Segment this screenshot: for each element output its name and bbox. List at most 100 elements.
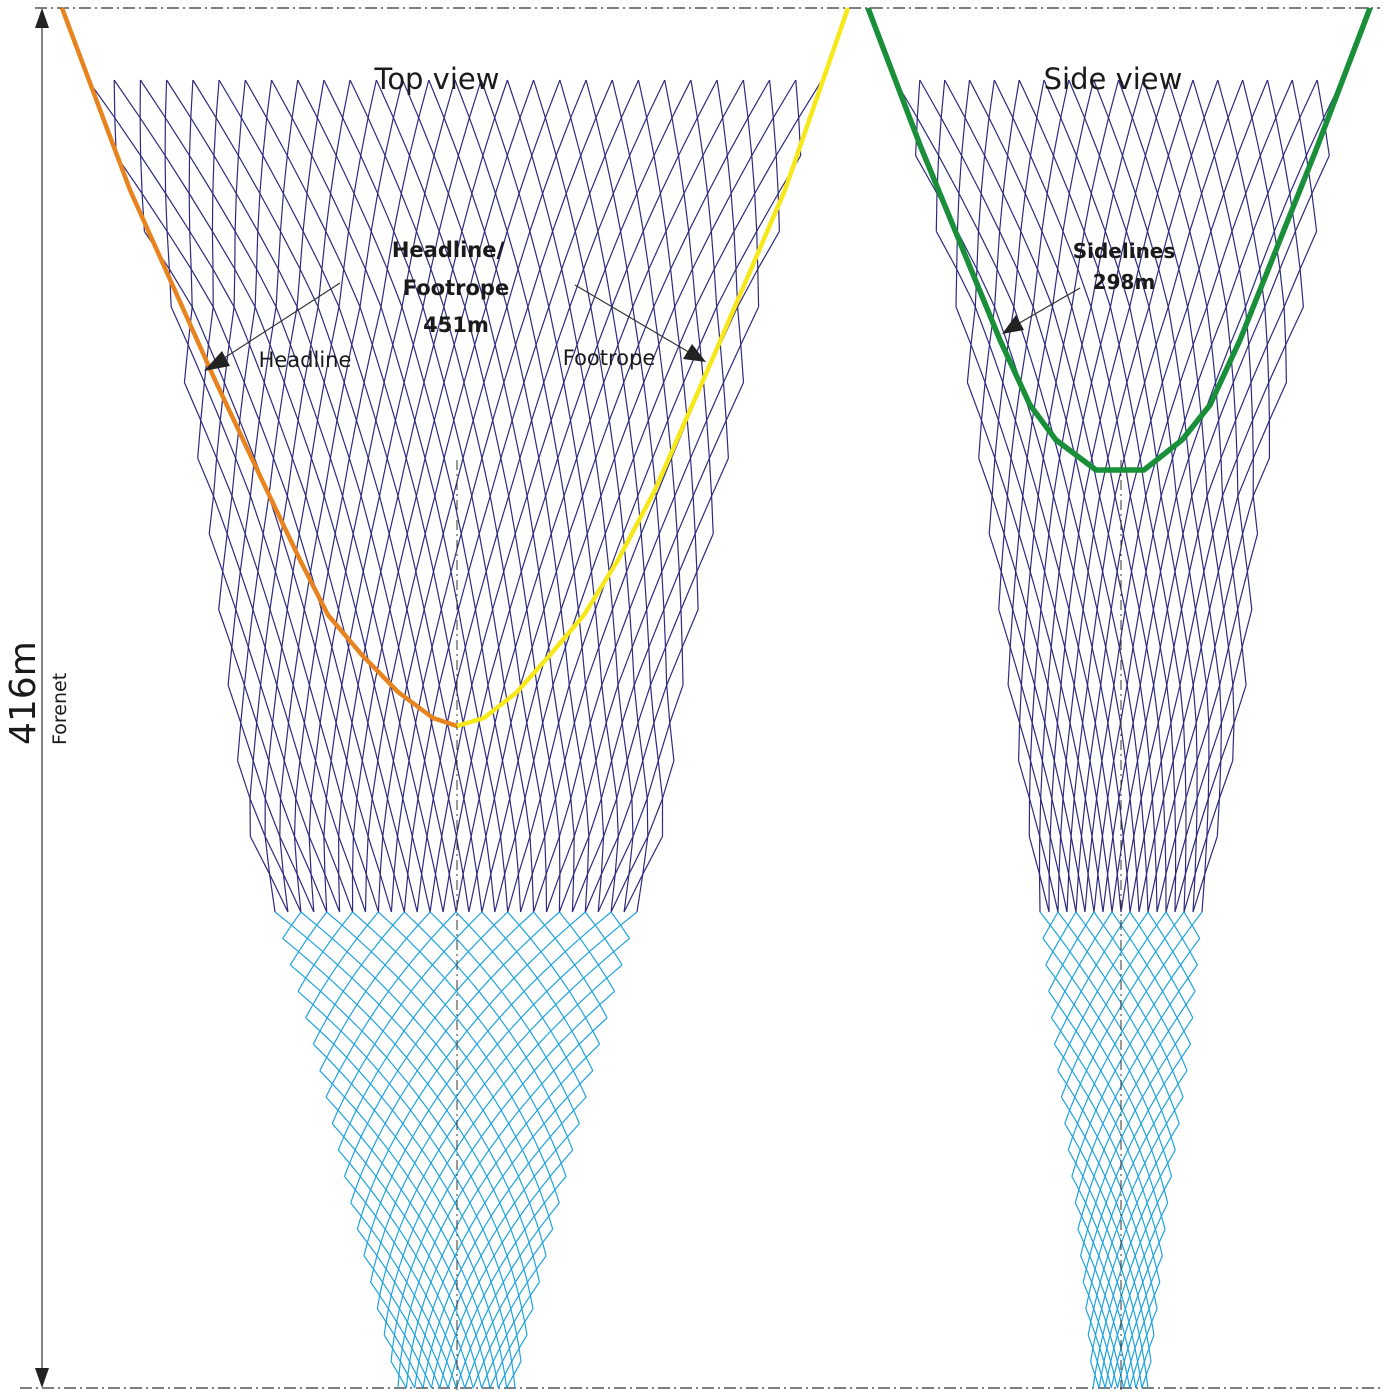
mesh-strand: [520, 231, 780, 913]
mesh-strand: [1165, 609, 1253, 913]
mesh-strand: [1104, 1202, 1169, 1389]
mesh-strand: [978, 79, 1020, 459]
mesh-strand: [430, 1123, 580, 1389]
mesh-strand: [1071, 1176, 1143, 1389]
mesh-strand: [1147, 457, 1270, 913]
mesh-strand: [1116, 1255, 1163, 1389]
mesh-strand: [1080, 1017, 1194, 1256]
mesh-strand: [494, 79, 823, 913]
mesh-strand: [414, 1070, 594, 1389]
mesh-strand: [919, 79, 1149, 913]
forenet-section-label: Forenet: [49, 673, 71, 745]
mesh-strand: [1057, 911, 1149, 1071]
mesh-strand: [218, 79, 483, 913]
mesh-strand: [139, 79, 145, 232]
mesh-strand: [944, 79, 1158, 913]
mesh-strand: [113, 79, 117, 156]
mesh-strand: [363, 911, 612, 1256]
mesh-strand: [1093, 79, 1318, 913]
arrow-icon: [683, 344, 706, 362]
mesh-strand: [170, 306, 379, 913]
mesh-strand: [1135, 1334, 1155, 1389]
mesh-strand: [1042, 911, 1059, 939]
mesh-strand: [1018, 79, 1120, 761]
arrow-up-icon: [35, 8, 49, 28]
mesh-strand: [998, 79, 1070, 610]
mesh-strand: [331, 1123, 483, 1389]
mesh-strand: [429, 79, 692, 913]
mesh-strand: [1111, 155, 1330, 913]
mesh-strand: [468, 79, 771, 913]
mesh-strand: [237, 79, 325, 761]
mesh-strand: [1102, 79, 1343, 913]
mesh-strand: [319, 911, 431, 1071]
mesh-strand: [1192, 836, 1218, 913]
top-view-mesh: [87, 79, 823, 1389]
length-dimension-label: 416m: [3, 641, 44, 745]
mesh-strand: [356, 911, 586, 1230]
mesh-strand: [1084, 79, 1293, 913]
mesh-strand: [197, 79, 220, 459]
mesh-strand: [337, 911, 509, 1151]
mesh-strand: [988, 79, 1045, 534]
mesh-strand: [966, 79, 995, 383]
mesh-strand: [115, 155, 405, 913]
mesh-strand: [584, 609, 699, 913]
mesh-strand: [356, 1228, 449, 1389]
mesh-strand: [1048, 911, 1095, 992]
mesh-strand: [1067, 911, 1203, 1151]
footrope-rope: [456, 7, 851, 729]
mesh-strand: [1051, 1017, 1163, 1256]
arrow-icon: [1002, 315, 1024, 334]
mesh-strand: [305, 911, 379, 1019]
mesh-strand: [1120, 231, 1318, 913]
side-view-mesh: [894, 79, 1343, 1389]
mesh-strand: [1064, 911, 1185, 1124]
mesh-strand: [376, 937, 630, 1309]
mesh-strand: [422, 1096, 587, 1389]
mesh-strand: [264, 79, 377, 913]
mesh-strand: [1050, 911, 1113, 1019]
mesh-strand: [297, 79, 522, 913]
mesh-strand: [405, 1043, 601, 1389]
mesh-strand: [597, 684, 684, 913]
mesh-strand: [1174, 684, 1247, 913]
mesh-strand: [993, 79, 1177, 913]
mesh-strand: [297, 911, 354, 992]
mesh-strand: [383, 964, 623, 1336]
mesh-strand: [323, 79, 482, 913]
headline-rope: [59, 7, 458, 729]
top-center-label-line3: 451m: [423, 313, 489, 337]
headline-pointer: [204, 282, 341, 371]
mesh-strand: [364, 79, 561, 913]
mesh-strand: [533, 306, 760, 913]
mesh-strand: [1142, 79, 1247, 686]
mesh-strand: [227, 79, 299, 686]
mesh-strand: [988, 533, 1086, 913]
mesh-strand: [312, 1043, 508, 1389]
mesh-strand: [1007, 79, 1095, 686]
mesh-strand: [1071, 938, 1201, 1177]
length-dimension: [35, 8, 49, 1388]
arrow-down-icon: [35, 1368, 49, 1388]
mesh-strand: [293, 79, 430, 913]
mesh-strand: [506, 1361, 522, 1389]
mesh-strand: [506, 79, 634, 913]
mesh-strand: [1085, 1070, 1188, 1309]
mesh-strand: [1123, 1281, 1161, 1389]
mesh-strand: [350, 911, 560, 1204]
footrope-pointer: [574, 284, 706, 362]
mesh-strand: [1045, 911, 1077, 966]
mesh-strand: [1075, 79, 1269, 913]
mesh-strand: [1018, 760, 1059, 913]
mesh-strand: [1129, 1308, 1158, 1389]
mesh-strand: [344, 1176, 466, 1389]
mesh-strand: [1138, 382, 1287, 913]
mesh-strand: [164, 79, 172, 307]
mesh-strand: [1028, 79, 1144, 837]
sidelines-rope: [865, 7, 1373, 473]
mesh-strand: [1066, 79, 1244, 913]
mesh-strand: [1156, 533, 1259, 913]
mesh-strand: [1060, 911, 1167, 1098]
mesh-strand: [370, 911, 638, 1283]
